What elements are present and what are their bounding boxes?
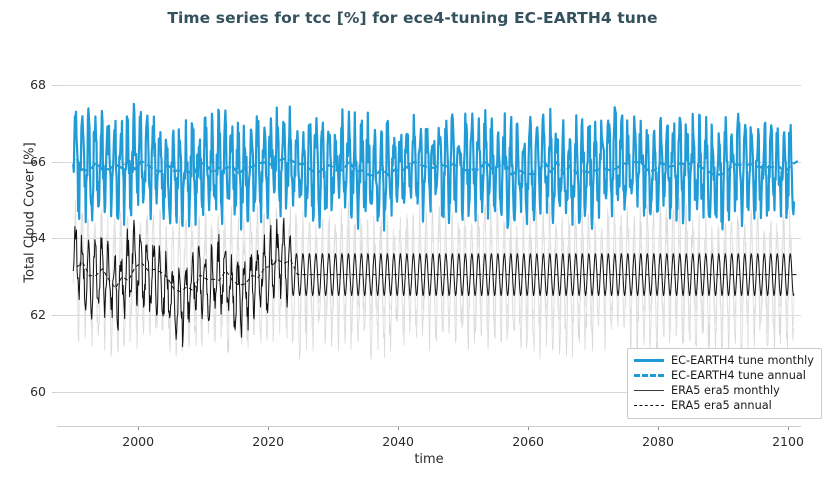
- x-tick-mark: [528, 425, 530, 430]
- legend-item-0[interactable]: EC-EARTH4 tune monthly: [634, 353, 814, 368]
- legend-line-sample: [634, 370, 664, 382]
- legend-line-sample: [634, 355, 664, 367]
- y-tick-label-66: 66: [30, 153, 46, 169]
- x-tick-mark: [658, 425, 659, 430]
- x-tick-mark: [268, 425, 270, 430]
- y-tick-label-68: 68: [30, 76, 46, 92]
- legend[interactable]: EC-EARTH4 tune monthly EC-EARTH4 tune ann…: [627, 348, 822, 419]
- y-tick-label-64: 64: [30, 230, 46, 246]
- legend-item-label: EC-EARTH4 tune annual: [671, 368, 806, 382]
- gridline-y-64: [57, 238, 801, 240]
- x-tick-mark: [398, 425, 400, 430]
- x-tick-label-2020: 2020: [252, 434, 285, 449]
- y-tick-label-62: 62: [30, 306, 46, 322]
- legend-item-1[interactable]: EC-EARTH4 tune annual: [634, 368, 814, 383]
- x-tick-label-2100: 2100: [772, 434, 804, 449]
- gridline-y-60: [57, 391, 801, 393]
- y-axis-label: Total Cloud Cover [%]: [22, 142, 38, 283]
- y-tick-mark: [52, 161, 57, 163]
- x-tick-label-2060: 2060: [512, 434, 544, 449]
- legend-line-sample: [634, 400, 664, 412]
- legend-item-label: EC-EARTH4 tune monthly: [671, 353, 814, 367]
- series-era5-annual: [76, 259, 798, 293]
- series-ec-earth4-annual: [75, 157, 799, 177]
- legend-item-label: ERA5 era5 monthly: [671, 383, 780, 397]
- series-layer: [57, 58, 801, 426]
- gridline-y-68: [57, 84, 801, 86]
- legend-item-label: ERA5 era5 annual: [671, 398, 772, 412]
- y-tick-label-60: 60: [30, 383, 46, 399]
- data-series-svg: [72, 102, 799, 360]
- x-tick-mark: [138, 425, 140, 430]
- legend-line-sample: [634, 385, 664, 397]
- y-tick-mark: [52, 84, 57, 86]
- x-axis-spine: [57, 425, 801, 427]
- series-ec-earth4-monthly: [72, 102, 796, 232]
- x-tick-label-2000: 2000: [122, 434, 155, 449]
- x-tick-label-2080: 2080: [642, 434, 674, 449]
- y-tick-mark: [52, 314, 57, 316]
- x-tick-mark: [788, 425, 789, 430]
- y-tick-mark: [52, 238, 57, 240]
- y-tick-mark: [52, 391, 57, 393]
- legend-item-3[interactable]: ERA5 era5 annual: [634, 398, 814, 413]
- series-era5-monthly: [72, 217, 795, 348]
- chart-title: Time series for tcc [%] for ece4-tuning …: [167, 9, 658, 27]
- x-tick-label-2040: 2040: [382, 434, 414, 449]
- x-axis-label: time: [414, 452, 444, 467]
- legend-item-2[interactable]: ERA5 era5 monthly: [634, 383, 814, 398]
